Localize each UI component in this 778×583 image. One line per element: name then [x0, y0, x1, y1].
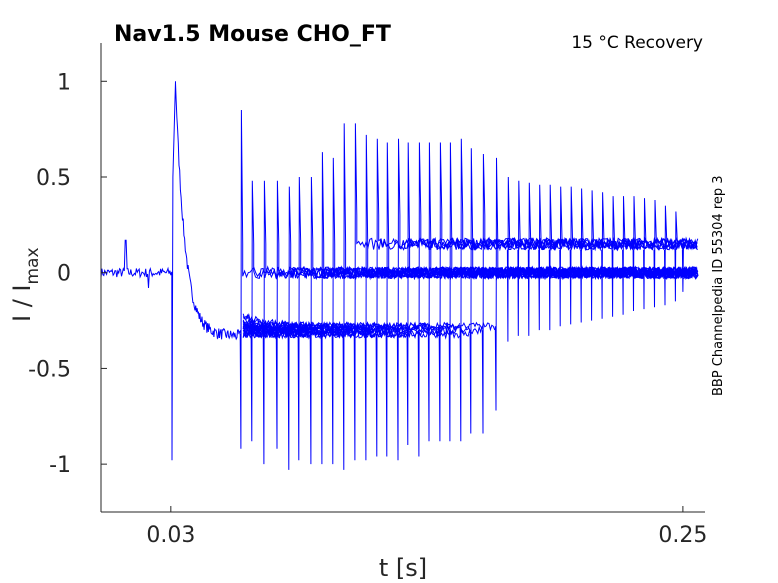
holding-trace: [242, 320, 472, 340]
ticks: 0.03 0.25 1 0.5 0 -0.5 -1: [28, 70, 707, 548]
y-tick-label: -0.5: [28, 357, 71, 382]
test-spike: [375, 138, 698, 457]
test-spike: [250, 180, 698, 442]
test-spike: [262, 180, 699, 465]
late-spike: [590, 190, 594, 321]
traces: [100, 81, 699, 470]
test-spike: [353, 123, 698, 461]
test-spike: [448, 142, 698, 442]
late-spike: [601, 192, 605, 319]
y-axis-label: I / Imax: [8, 247, 43, 322]
test-spike: [438, 142, 698, 442]
late-spike: [681, 242, 686, 292]
test-spike: [494, 157, 698, 411]
test-spike: [427, 142, 698, 442]
late-spike: [559, 186, 563, 327]
x-axis-label: t [s]: [379, 554, 427, 582]
test-spike: [396, 138, 699, 461]
test-spike: [320, 152, 699, 465]
late-spike: [674, 211, 678, 302]
late-spike: [611, 196, 615, 317]
late-spike: [527, 182, 532, 336]
late-spike: [548, 184, 553, 331]
test-spike: [309, 176, 697, 465]
test-spike: [469, 148, 699, 434]
late-spike: [580, 188, 584, 323]
chart-subtitle: 15 °C Recovery: [571, 33, 703, 53]
conditioning-trace: [100, 81, 242, 461]
x-tick-label: 0.25: [658, 523, 707, 548]
late-spike: [538, 184, 542, 331]
y-tick-label: 0: [57, 262, 71, 287]
late-spike: [653, 199, 657, 308]
chart-title: Nav1.5 Mouse CHO_FT: [114, 22, 391, 47]
holding-trace: [243, 324, 483, 336]
late-spike: [569, 186, 574, 325]
late-spike: [632, 196, 636, 312]
test-spike: [364, 134, 698, 461]
late-spike: [517, 180, 521, 336]
side-label: BBP Channelpedia ID 55304 rep 3: [711, 175, 726, 396]
svg-text:I / Imax: I / Imax: [8, 247, 43, 322]
y-tick-label: -1: [49, 453, 71, 478]
late-spike: [506, 176, 511, 342]
holding-trace: [242, 321, 497, 332]
y-axis-label-sub: max: [23, 247, 43, 284]
test-spike: [481, 153, 698, 434]
y-tick-label: 0.5: [36, 166, 71, 191]
late-spike: [643, 198, 647, 310]
y-tick-label: 1: [57, 70, 71, 95]
late-spike: [664, 205, 668, 306]
x-tick-label: 0.03: [146, 523, 195, 548]
late-spike: [622, 196, 626, 315]
test-spike: [239, 109, 698, 449]
y-axis-label-main: I / I: [8, 285, 36, 323]
test-spike: [385, 142, 699, 457]
